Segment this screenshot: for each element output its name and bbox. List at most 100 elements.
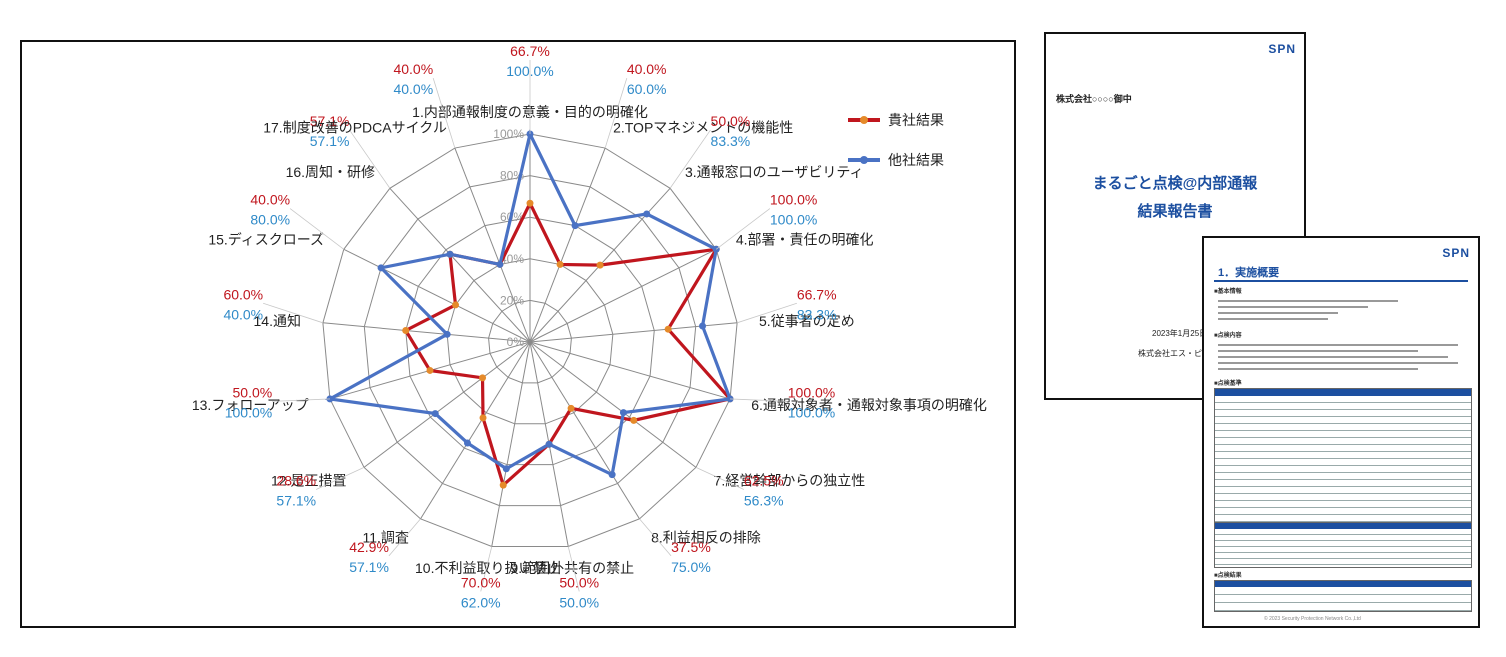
value-label-yours: 28.6% [276,473,316,489]
leader-line [730,398,788,402]
value-label-others: 75.0% [671,559,711,575]
series-1-point [596,261,604,269]
series-2-point [496,260,504,268]
grid-spoke [454,147,531,343]
series-2-point [608,471,616,479]
summary-footer: © 2023 Security Protection Network Co.,L… [1264,616,1361,622]
value-label-others: 83.3% [711,133,751,149]
series-1-point [479,414,487,422]
series-2-point [502,465,510,473]
value-label-others: 100.0% [788,404,835,420]
radial-tick-label: 20% [500,293,524,307]
value-label-others: 100.0% [770,212,817,228]
value-label-others: 40.0% [223,306,263,322]
series-line-1 [403,199,734,488]
leader-line [272,398,330,402]
category-label: 10.不利益取り扱い禁止 [415,560,560,576]
series-1-point [630,416,638,424]
grid-ring [405,216,655,466]
grid-spoke [322,322,531,343]
grid-spoke [529,341,640,520]
result-table [1214,580,1472,612]
report-summary-thumbnail: SPN 1．実施概要 ■基本情報 ■点検内容 ■点検基準 ■点検結果 © 202… [1202,236,1480,628]
radial-tick-label: 100% [493,127,524,141]
leader-line [432,77,456,149]
cover-title-line1: まるごと点検@内部通報 [1092,175,1258,192]
heading-rule [1214,280,1468,282]
legend-label: 貴社結果 [888,112,944,128]
grid-spoke [491,341,531,547]
category-label: 17.制度改善のPDCAサイクル [263,120,447,136]
series-2-point [699,322,707,330]
series-2-point [443,330,451,338]
value-label-others: 57.1% [276,493,316,509]
series-2-point [377,264,385,272]
radial-tick-label: 0% [507,335,525,349]
criteria-table [1214,388,1472,530]
grid-ring [322,133,738,547]
series-2-point [431,410,439,418]
leader-line [263,302,324,324]
value-label-yours: 50.0% [559,574,599,590]
leader-line [388,518,421,557]
grid-ring [488,299,572,384]
value-label-yours: 37.5% [671,539,711,555]
spn-logo: SPN [1442,246,1470,260]
leader-line [639,518,672,557]
section-result: ■点検結果 [1214,573,1242,579]
value-label-yours: 40.0% [250,192,290,208]
series-2-point [571,222,579,230]
category-label: 5.従事者の定め [759,313,855,329]
category-label: 3.通報窓口のユーザビリティ [685,164,864,180]
legend-marker [860,156,868,164]
value-label-yours: 60.0% [223,286,263,302]
series-1-point [452,301,460,309]
category-label: 7.経営幹部からの独立性 [714,473,866,489]
series-2-point [545,440,553,448]
cover-addressee: 株式会社○○○○御中 [1056,94,1132,104]
radar-chart: 0%20%40%60%80%100%1.内部通報制度の意義・目的の明確化66.7… [192,43,987,610]
category-label: 6.通報対象者・通報対象事項の明確化 [751,397,987,413]
value-label-others: 50.0% [559,594,599,610]
series-2-point [619,409,627,417]
value-label-others: 100.0% [225,404,272,420]
series-1-point [567,404,575,412]
category-label: 8.利益相反の排除 [651,530,761,546]
value-label-others: 62.0% [461,594,501,610]
leader-line [315,466,365,490]
category-label: 14.通知 [254,313,301,329]
value-label-others: 57.1% [310,133,350,149]
series-1-point [556,260,564,268]
value-label-yours: 50.0% [711,113,751,129]
grid-spoke [343,248,531,343]
radar-chart-panel: 0% 20% 40% 60% 80% 100% 1.内部通報制度の意義・目的の明確化 66.7… [20,40,1016,628]
series-2-point [446,250,454,258]
value-label-yours: 50.0% [233,384,273,400]
leader-line [715,208,771,250]
leader-line [567,546,580,592]
series-1-point [479,374,487,382]
leader-line [480,546,493,592]
cover-date: 2023年1月25日 [1152,329,1208,338]
leader-line [289,208,345,250]
leader-line [736,302,797,324]
value-label-yours: 70.0% [461,574,501,590]
value-label-others: 57.1% [349,559,389,575]
value-label-yours: 100.0% [788,384,835,400]
category-label: 11.調査 [362,530,408,546]
value-label-yours: 62.5% [744,473,784,489]
grid-spoke [389,187,531,343]
category-label: 15.ディスクローズ [208,231,324,247]
value-label-others: 80.0% [250,212,290,228]
legend-label: 他社結果 [888,152,944,168]
cover-title-line2: 結果報告書 [1137,203,1213,220]
value-label-others: 83.3% [797,306,837,322]
grid-spoke [529,147,606,343]
value-label-yours: 40.0% [627,61,667,77]
grid-ring [446,258,614,425]
value-label-others: 40.0% [393,81,433,97]
series-1-point [499,481,507,489]
series-1-point [526,199,534,207]
grid-spoke [420,341,531,520]
value-label-yours: 66.7% [510,43,550,59]
